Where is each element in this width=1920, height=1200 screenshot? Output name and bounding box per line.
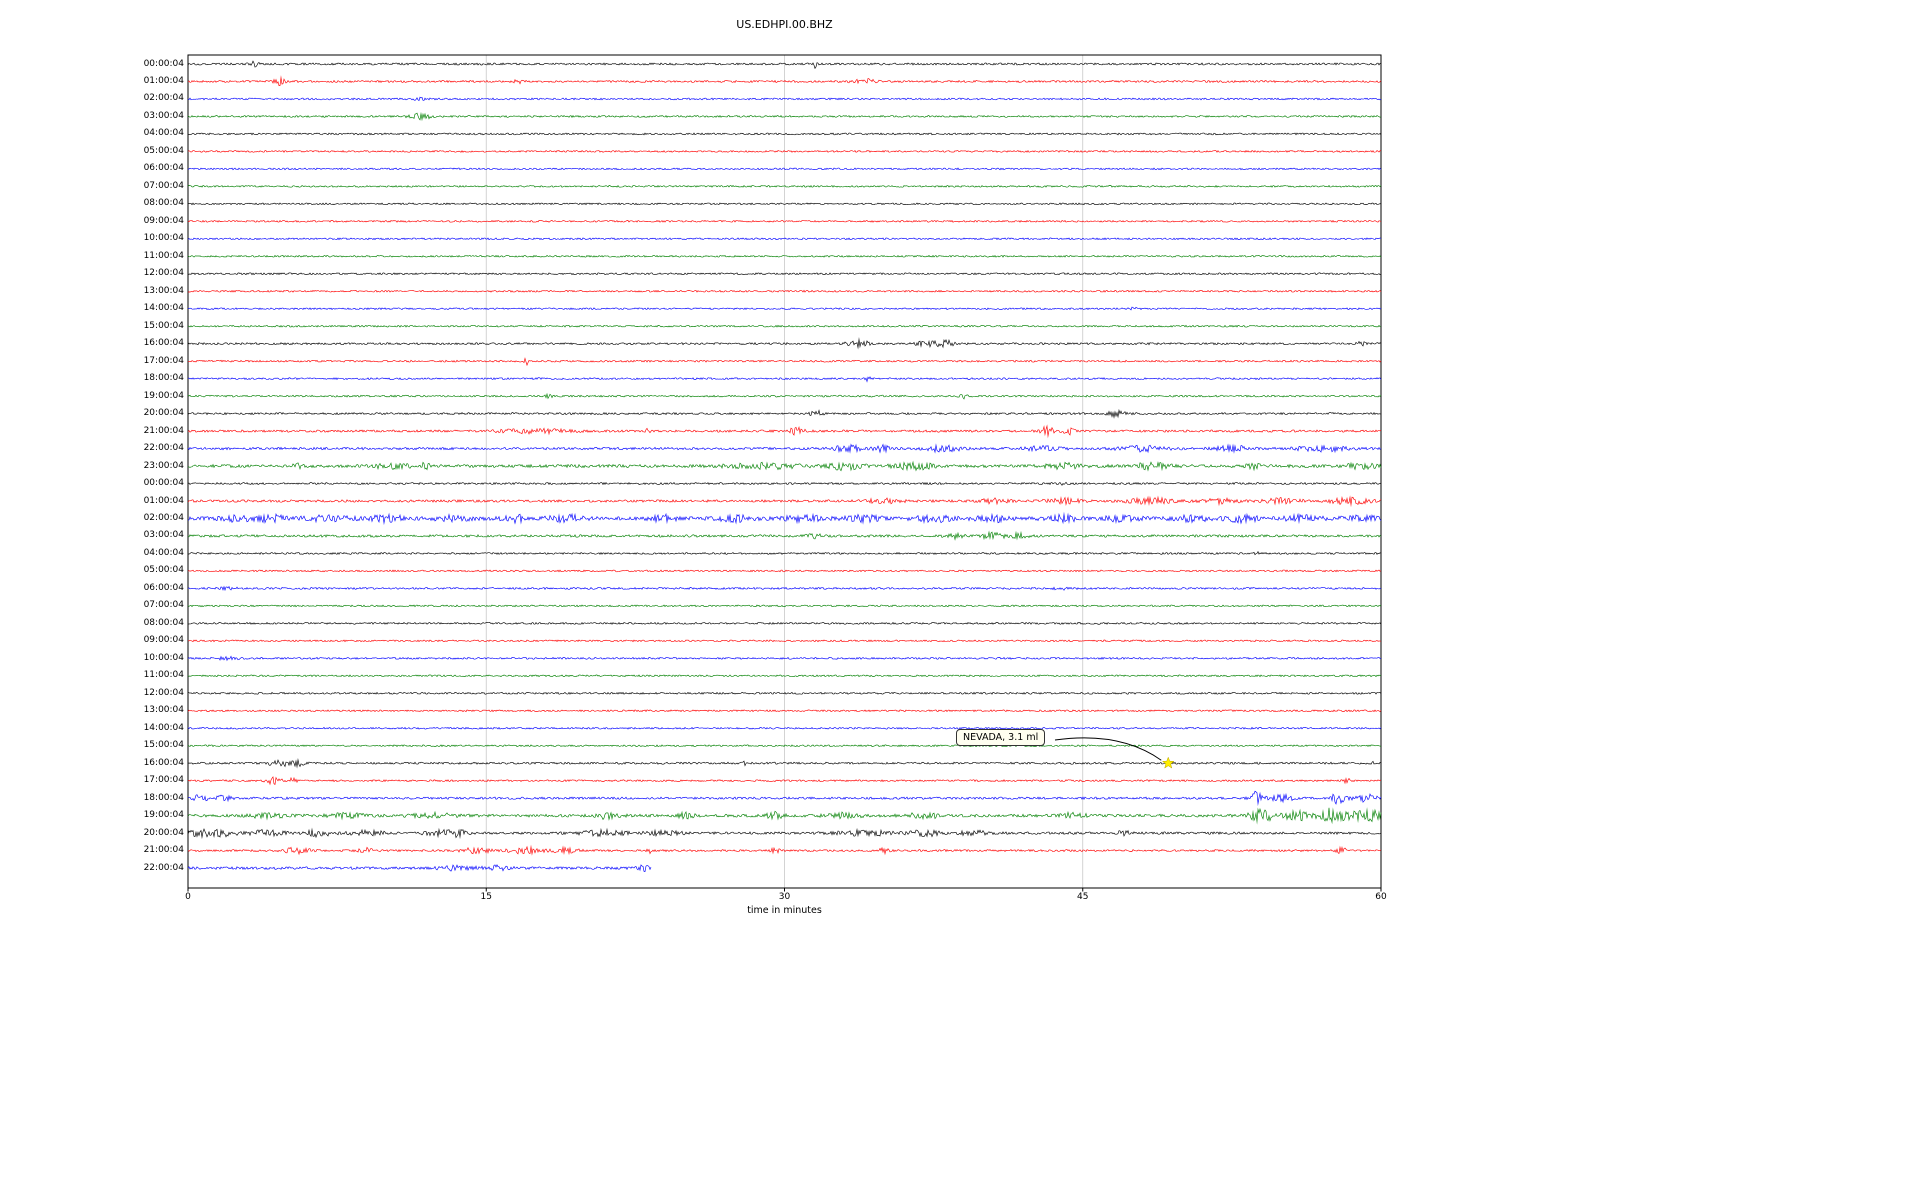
y-axis-row-label: 20:00:04 [143, 408, 184, 419]
y-axis-row-label: 06:00:04 [143, 163, 184, 174]
y-axis-row-label: 11:00:04 [143, 250, 184, 261]
y-axis-row-label: 21:00:04 [143, 425, 184, 436]
y-axis-row-label: 04:00:04 [143, 547, 184, 558]
y-axis-row-label: 05:00:04 [143, 145, 184, 156]
y-axis-row-label: 11:00:04 [143, 670, 184, 681]
y-axis-row-label: 06:00:04 [143, 582, 184, 593]
y-axis-row-label: 12:00:04 [143, 268, 184, 279]
y-axis-row-label: 18:00:04 [143, 792, 184, 803]
y-axis-row-label: 00:00:04 [143, 58, 184, 69]
y-axis-row-label: 00:00:04 [143, 478, 184, 489]
chart-title: US.EDHPI.00.BHZ [736, 18, 833, 31]
y-axis-row-label: 16:00:04 [143, 757, 184, 768]
y-axis-row-label: 15:00:04 [143, 740, 184, 751]
y-axis-row-label: 05:00:04 [143, 565, 184, 576]
y-axis-row-label: 16:00:04 [143, 338, 184, 349]
y-axis-row-label: 14:00:04 [143, 303, 184, 314]
x-axis-tick-label: 60 [1375, 892, 1387, 902]
y-axis-row-label: 20:00:04 [143, 827, 184, 838]
y-axis-row-label: 03:00:04 [143, 530, 184, 541]
y-axis-row-label: 01:00:04 [143, 495, 184, 506]
y-axis-row-label: 09:00:04 [143, 215, 184, 226]
y-axis-row-label: 19:00:04 [143, 390, 184, 401]
y-axis-row-label: 03:00:04 [143, 110, 184, 121]
y-axis-row-label: 13:00:04 [143, 285, 184, 296]
x-axis-label: time in minutes [747, 905, 822, 916]
y-axis-row-label: 17:00:04 [143, 355, 184, 366]
event-annotation: NEVADA, 3.1 ml [956, 729, 1046, 746]
x-axis-tick-label: 0 [185, 892, 191, 902]
x-axis-tick-label: 30 [778, 892, 791, 902]
y-axis-row-label: 23:00:04 [143, 460, 184, 471]
y-axis-row-label: 09:00:04 [143, 635, 184, 646]
y-axis-row-label: 08:00:04 [143, 617, 184, 628]
y-axis-row-label: 08:00:04 [143, 198, 184, 209]
x-axis-tick-labels: 0 15 30 45 60 [0, 892, 1920, 904]
y-axis-row-label: 15:00:04 [143, 320, 184, 331]
y-axis-row-label: 21:00:04 [143, 845, 184, 856]
y-axis-row-label: 04:00:04 [143, 128, 184, 139]
event-annotation-text: NEVADA, 3.1 ml [963, 732, 1039, 743]
y-axis-row-label: 18:00:04 [143, 373, 184, 384]
y-axis-row-label: 17:00:04 [143, 775, 184, 786]
x-axis-tick-label: 45 [1077, 892, 1089, 902]
y-axis-row-label: 02:00:04 [143, 512, 184, 523]
y-axis-row-label: 19:00:04 [143, 810, 184, 821]
y-axis-row-label: 07:00:04 [143, 600, 184, 611]
y-axis-row-label: 14:00:04 [143, 722, 184, 733]
y-axis-row-label: 13:00:04 [143, 705, 184, 716]
x-axis-tick-label: 15 [480, 892, 492, 902]
y-axis-row-label: 10:00:04 [143, 233, 184, 244]
y-axis-row-label: 22:00:04 [143, 443, 184, 454]
y-axis-row-label: 12:00:04 [143, 687, 184, 698]
y-axis-labels: 00:00:04 01:00:04 02:00:04 03:00:04 04:00:04… [0, 0, 190, 1200]
y-axis-row-label: 01:00:04 [143, 75, 184, 86]
y-axis-row-label: 07:00:04 [143, 180, 184, 191]
y-axis-row-label: 02:00:04 [143, 93, 184, 104]
y-axis-row-label: 22:00:04 [143, 862, 184, 873]
y-axis-row-label: 10:00:04 [143, 652, 184, 663]
